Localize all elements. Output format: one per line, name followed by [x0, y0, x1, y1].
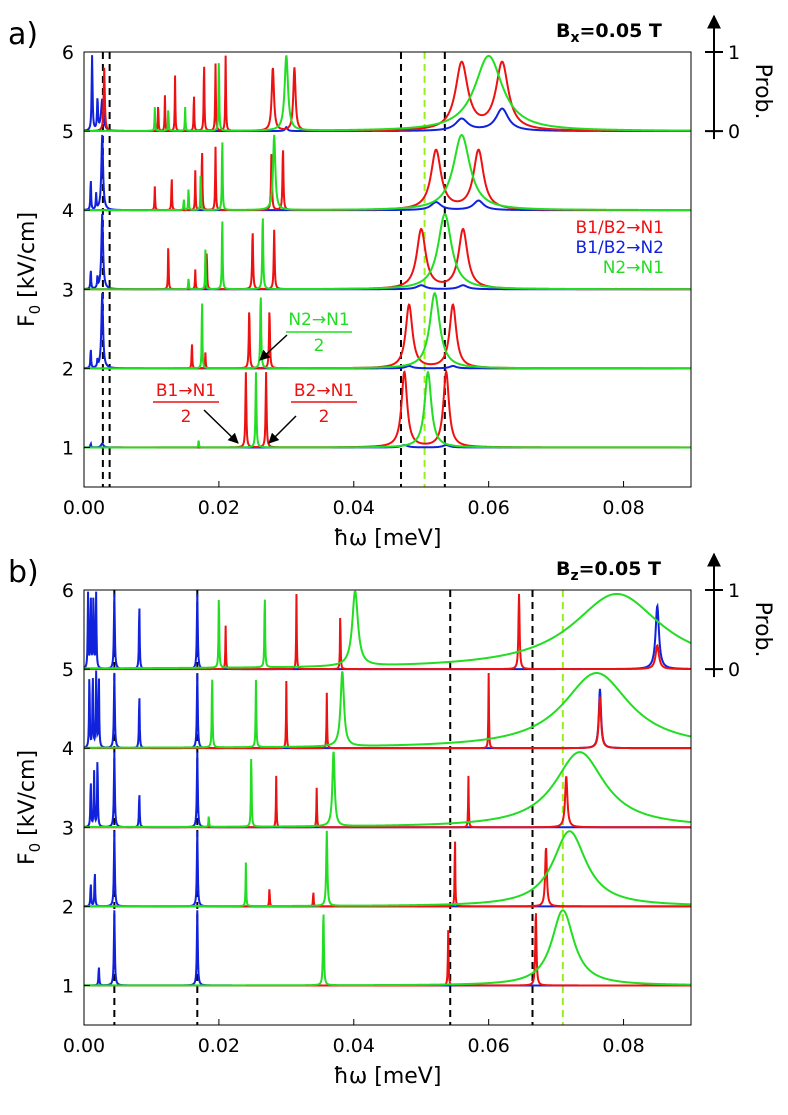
series-green-F3-a: [84, 213, 691, 291]
legend-entry-1: B1/B2→N2: [576, 238, 664, 258]
xlabel-b: ħω [meV]: [334, 1064, 442, 1089]
xlabel-a: ħω [meV]: [334, 526, 442, 551]
xtick-label-a-2: 0.04: [333, 497, 375, 519]
ytick-label-b-1: 2: [62, 896, 74, 918]
series-blue-F2-a: [83, 293, 691, 370]
xtick-label-b-0: 0.00: [63, 1035, 105, 1057]
annotation-n2n1-den: 2: [314, 336, 325, 356]
prob-tick-label-1-b: 1: [728, 580, 740, 602]
plot-frame-a: [83, 51, 692, 488]
xtick-label-b-3: 0.06: [468, 1035, 510, 1057]
series-green-F2-a: [84, 292, 691, 370]
legend-entry-2: N2→N1: [603, 258, 664, 278]
ytick-label-a-4: 5: [62, 121, 74, 143]
series-red-F2-b: [84, 841, 691, 908]
ytick-label-a-1: 2: [62, 358, 74, 380]
xtick-label-a-3: 0.06: [468, 497, 510, 519]
annotation-n2n1-arrow: [259, 334, 288, 361]
series-red-F3-b: [84, 775, 691, 829]
series-green-F3-b: [84, 751, 692, 828]
annotation-b1n1-arrow: [203, 409, 239, 444]
series-blue-F1-b: [84, 910, 691, 987]
series-green-F2-b: [84, 830, 692, 908]
prob-tick-label-1-a: 1: [728, 42, 740, 64]
ylabel-a: F0 [kV/cm]: [15, 212, 44, 327]
series-green-F1-a: [84, 370, 691, 449]
xtick-label-b-2: 0.04: [333, 1035, 375, 1057]
annotation-b1n1-den: 2: [181, 407, 192, 427]
series-blue-F4-a: [83, 134, 691, 212]
series-green-F4-a: [84, 134, 691, 212]
series-red-F4-a: [84, 146, 691, 212]
panel-label-b: b): [8, 555, 39, 590]
panel-a: 1 2 3 4 5 6 0.00 0.02 0.04 0.06 0.08 ħω [meV] F0 [kV…: [8, 14, 775, 551]
panel-b: 1 2 3 4 5 6 0.00 0.02 0.04 0.06 0.08 ħω [meV] F0 [kV…: [8, 552, 775, 1089]
series-blue-F5-b: [83, 591, 691, 671]
ylabel-b: F0 [kV/cm]: [15, 750, 44, 865]
panel-label-a: a): [8, 17, 38, 52]
ytick-label-a-5: 6: [62, 42, 74, 64]
series-red-F5-a: [84, 55, 692, 132]
series-red-F1-b: [84, 913, 691, 987]
ytick-label-b-4: 5: [62, 659, 74, 681]
xtick-label-b-1: 0.02: [198, 1035, 240, 1057]
field-label-a: Bx=0.05 T: [556, 20, 662, 46]
annotation-b1n1-num: B1→N1: [156, 381, 216, 401]
prob-label-a: Prob.: [750, 64, 775, 120]
series-green-F5-a: [84, 54, 691, 132]
ytick-label-a-2: 3: [62, 279, 74, 301]
xtick-label-b-4: 0.08: [602, 1035, 644, 1057]
series-green-F5-b: [83, 590, 692, 670]
prob-tick-label-0-a: 0: [728, 121, 740, 143]
ytick-label-a-0: 1: [62, 437, 74, 459]
xtick-label-a-0: 0.00: [63, 497, 105, 519]
legend-entry-0: B1/B2→N1: [576, 218, 664, 238]
series-blue-F3-b: [83, 752, 691, 829]
xtick-label-a-1: 0.02: [198, 497, 240, 519]
annotation-n2n1-num: N2→N1: [288, 310, 349, 330]
series-red-F4-b: [84, 673, 691, 750]
prob-tick-label-0-b: 0: [728, 659, 740, 681]
annotation-b2n1-arrow: [268, 415, 297, 444]
series-red-F5-b: [84, 593, 691, 671]
ytick-label-a-3: 4: [62, 200, 74, 222]
annotation-b2n1-den: 2: [319, 407, 330, 427]
prob-label-b: Prob.: [750, 602, 775, 658]
annotation-b2n1-num: B2→N1: [294, 381, 354, 401]
series-blue-F2-b: [83, 831, 691, 908]
ytick-label-b-3: 4: [62, 738, 74, 760]
ytick-label-b-5: 6: [62, 580, 74, 602]
plot-frame-b: [83, 589, 692, 1026]
xtick-label-a-4: 0.08: [602, 497, 644, 519]
series-green-F4-b: [84, 671, 692, 749]
ytick-label-b-2: 3: [62, 817, 74, 839]
series-green-F1-b: [84, 909, 691, 987]
series-red-F2-a: [84, 303, 691, 370]
field-label-b: Bz=0.05 T: [556, 558, 661, 584]
ytick-label-b-0: 1: [62, 975, 74, 997]
